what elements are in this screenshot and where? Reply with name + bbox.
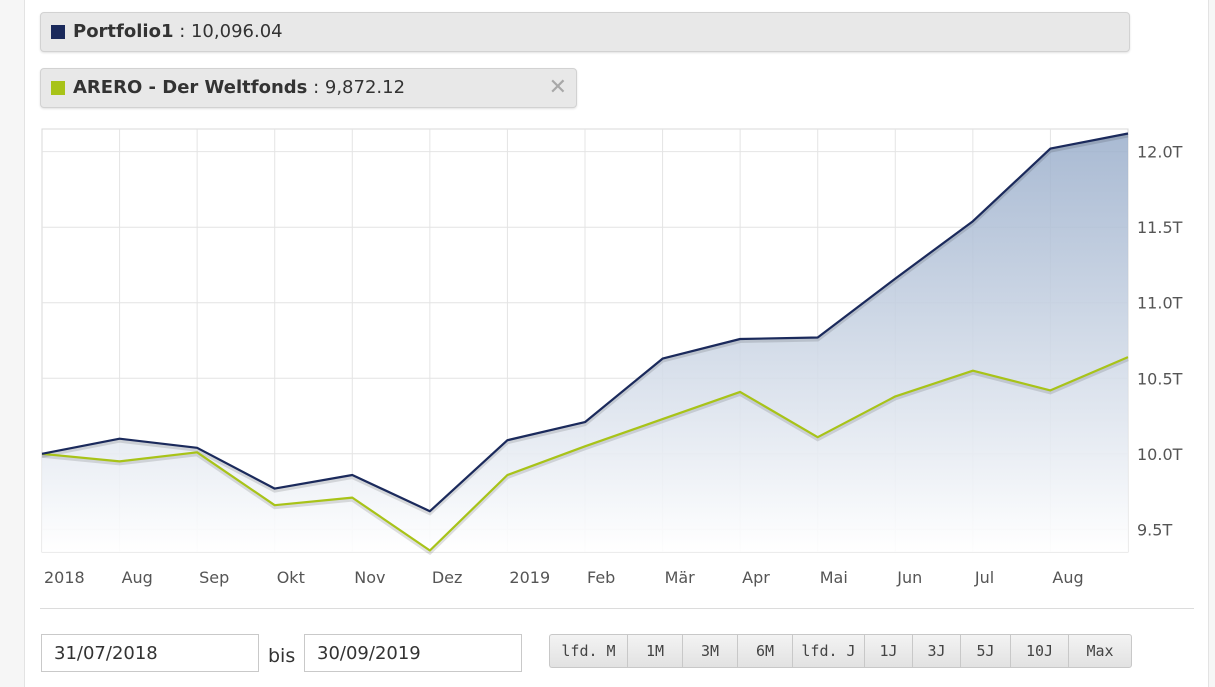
- legend-series-value: 9,872.12: [324, 77, 406, 98]
- x-tick-label: Aug: [1052, 568, 1083, 587]
- left-frame-border: [0, 0, 25, 687]
- range-button-lfd-m[interactable]: lfd. M: [549, 634, 627, 668]
- y-tick-label: 11.0T: [1137, 294, 1183, 313]
- range-button-max[interactable]: Max: [1068, 634, 1132, 668]
- x-tick-label: Dez: [432, 568, 463, 587]
- legend-separator: :: [307, 77, 325, 98]
- divider: [40, 608, 1194, 609]
- range-button-1j[interactable]: 1J: [864, 634, 912, 668]
- y-tick-label: 9.5T: [1137, 520, 1172, 539]
- x-tick-label: 2018: [44, 568, 85, 587]
- time-range-button-group: lfd. M 1M 3M 6M lfd. J 1J 3J 5J 10J Max: [549, 634, 1132, 668]
- legend-series-name: ARERO - Der Weltfonds: [73, 77, 308, 98]
- series-line-shadow: [41, 357, 1129, 556]
- series-area-fill: [42, 133, 1128, 552]
- x-tick-label: Feb: [587, 568, 615, 587]
- range-button-1m[interactable]: 1M: [627, 634, 682, 668]
- legend-series-name: Portfolio1: [73, 21, 174, 42]
- legend-item-arero[interactable]: ARERO - Der Weltfonds : 9,872.12 ✕: [40, 68, 577, 108]
- x-tick-label: Aug: [122, 568, 153, 587]
- line-chart[interactable]: 9.5T 10.0T 10.5T 11.0T 11.5T 12.0T 2018 Aug Sep O…: [0, 0, 1215, 600]
- y-tick-label: 11.5T: [1137, 218, 1183, 237]
- range-button-5j[interactable]: 5J: [960, 634, 1010, 668]
- y-tick-label: 12.0T: [1137, 143, 1183, 162]
- date-range-separator: bis: [268, 645, 296, 667]
- x-tick-label: Apr: [742, 568, 770, 587]
- series-line-shadow: [41, 133, 1129, 516]
- y-tick-label: 10.5T: [1137, 369, 1183, 388]
- close-icon[interactable]: ✕: [548, 75, 567, 100]
- legend-series-value: 10,096.04: [190, 21, 283, 42]
- x-tick-label: 2019: [509, 568, 550, 587]
- x-tick-label: Mai: [820, 568, 848, 587]
- series-color-swatch: [51, 81, 65, 95]
- range-button-3m[interactable]: 3M: [682, 634, 737, 668]
- series-line-arero: [41, 356, 1129, 552]
- x-tick-label: Sep: [199, 568, 229, 587]
- range-button-3j[interactable]: 3J: [912, 634, 960, 668]
- legend-separator: :: [173, 21, 191, 42]
- start-date-input[interactable]: 31/07/2018: [41, 634, 259, 672]
- end-date-input[interactable]: 30/09/2019: [304, 634, 522, 672]
- x-tick-label: Mär: [665, 568, 696, 587]
- x-tick-label: Nov: [354, 568, 385, 587]
- x-tick-label: Jul: [974, 568, 994, 587]
- series-color-swatch: [51, 25, 65, 39]
- right-frame-border: [1208, 0, 1215, 687]
- x-tick-label: Okt: [277, 568, 305, 587]
- y-tick-label: 10.0T: [1137, 445, 1183, 464]
- range-button-lfd-j[interactable]: lfd. J: [792, 634, 864, 668]
- series-line-portfolio1: [41, 132, 1129, 513]
- range-button-6m[interactable]: 6M: [737, 634, 792, 668]
- legend-item-portfolio1[interactable]: Portfolio1 : 10,096.04: [40, 12, 1130, 52]
- range-button-10j[interactable]: 10J: [1010, 634, 1068, 668]
- x-tick-label: Jun: [896, 568, 922, 587]
